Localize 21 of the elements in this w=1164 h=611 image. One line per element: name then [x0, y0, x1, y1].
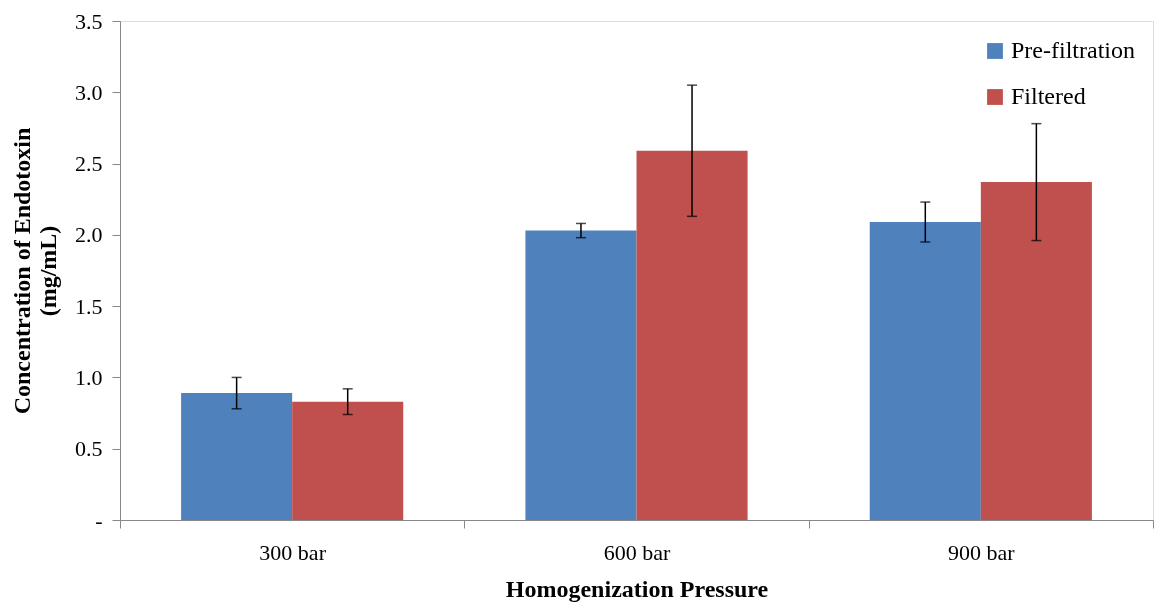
- y-tick-label: 2.5: [75, 151, 103, 177]
- legend-label: Filtered: [1011, 83, 1086, 109]
- x-tick-label: 600 bar: [603, 539, 671, 565]
- bar: [636, 150, 748, 520]
- y-tick-label: 3.5: [75, 8, 103, 34]
- legend-label: Pre-filtration: [1011, 37, 1135, 63]
- bar: [980, 182, 1092, 520]
- x-tick-label: 300 bar: [259, 539, 327, 565]
- bar: [181, 393, 293, 520]
- y-tick-label: 1.0: [75, 364, 103, 390]
- y-tick-label: 1.5: [75, 293, 103, 319]
- y-tick-label: -: [95, 507, 103, 533]
- bar: [869, 222, 981, 520]
- x-axis-title: Homogenization Pressure: [505, 575, 769, 602]
- y-tick-label: 0.5: [75, 436, 103, 462]
- y-tick-label: 3.0: [75, 79, 103, 105]
- bar: [292, 401, 404, 520]
- y-tick-label: 2.0: [75, 222, 103, 248]
- y-axis-title: Concentration of Endotoxin (mg/mL): [9, 127, 61, 415]
- bar: [525, 230, 637, 520]
- x-tick-label: 900 bar: [948, 539, 1016, 565]
